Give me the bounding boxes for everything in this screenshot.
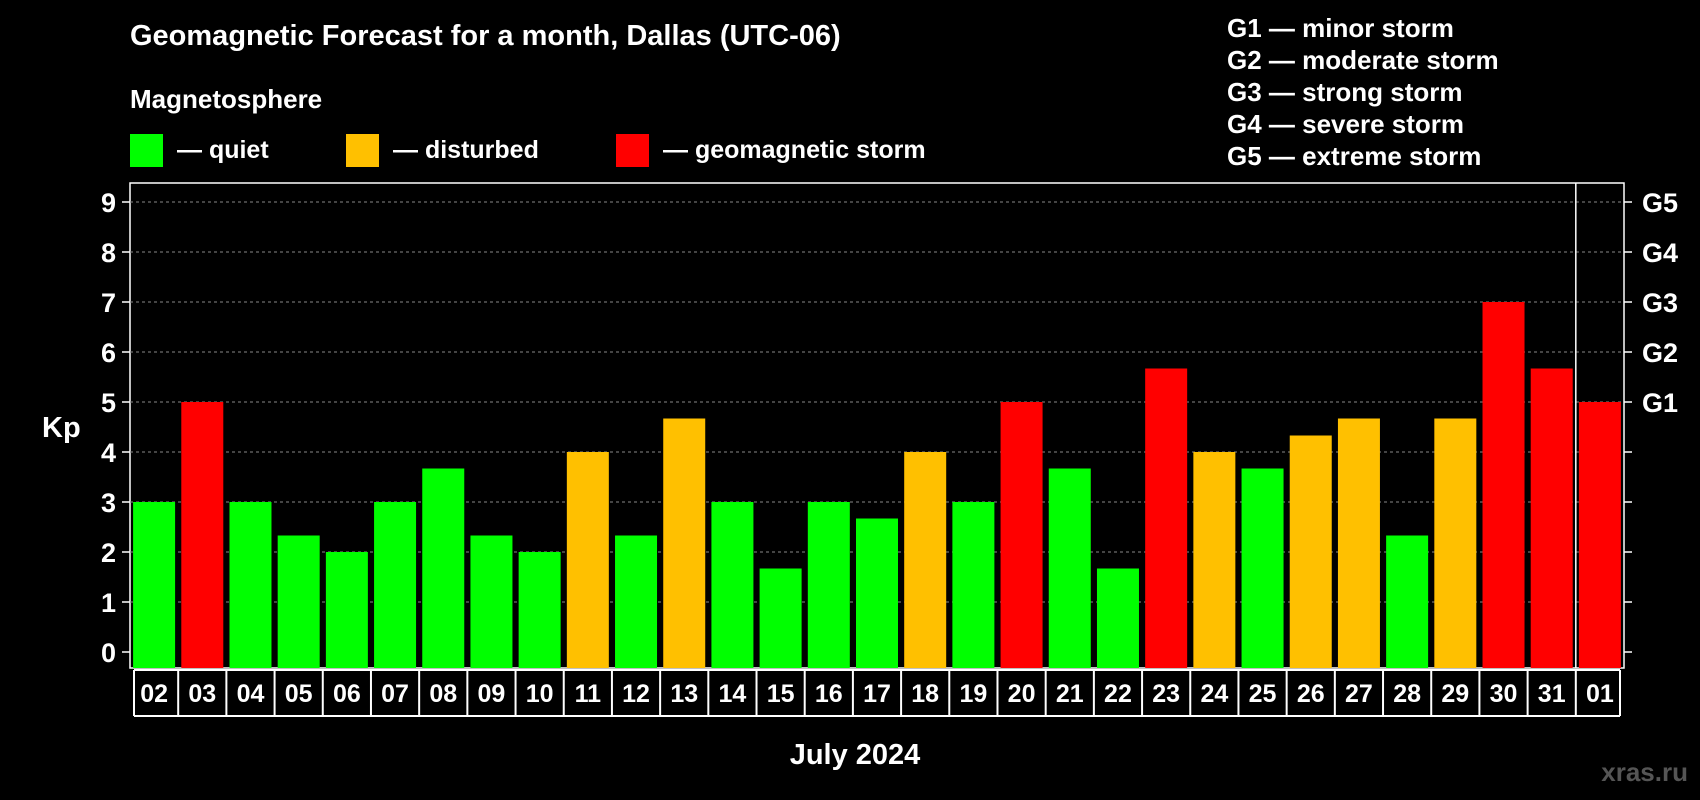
g-scale-label: G5 [1642, 188, 1678, 218]
watermark: xras.ru [1601, 757, 1688, 787]
y-tick-label: 1 [101, 588, 116, 618]
legend-label-quiet: — quiet [177, 135, 269, 164]
g-scale-label: G4 [1642, 238, 1678, 268]
category-label: 20 [1008, 680, 1036, 708]
y-tick-label: 4 [101, 438, 116, 468]
bar [807, 502, 850, 668]
g-scale-label: G1 [1642, 388, 1678, 418]
y-tick-label: 5 [101, 388, 116, 418]
bar [374, 502, 417, 668]
legend-swatch-disturbed [346, 133, 379, 167]
g-legend-item: G4 — severe storm [1227, 109, 1465, 139]
bar [1482, 302, 1525, 668]
category-label: 29 [1441, 680, 1469, 708]
bar [759, 568, 802, 668]
bar [1048, 468, 1091, 668]
category-label: 07 [381, 680, 409, 708]
y-axis-label: Kp [42, 412, 81, 444]
category-label: 28 [1393, 680, 1421, 708]
bar [1578, 402, 1621, 668]
bar [856, 518, 898, 668]
g-legend-item: G1 — minor storm [1227, 13, 1454, 43]
g-scale-label: G2 [1642, 338, 1678, 368]
g-legend-item: G3 — strong storm [1227, 77, 1463, 107]
bar [904, 452, 947, 668]
category-label: 10 [526, 680, 554, 708]
legend-label-disturbed: — disturbed [393, 135, 539, 164]
bar [133, 502, 176, 668]
y-tick-label: 3 [101, 488, 116, 518]
y-tick-label: 7 [101, 288, 116, 318]
category-label: 09 [478, 680, 506, 708]
category-label: 24 [1200, 680, 1228, 708]
bar [1193, 452, 1236, 668]
category-label: 13 [670, 680, 698, 708]
bar [1096, 568, 1139, 668]
y-tick-label: 2 [101, 538, 116, 568]
category-label: 27 [1345, 680, 1373, 708]
legend-swatch-quiet [130, 133, 163, 167]
y-tick-label: 0 [101, 638, 116, 668]
category-label: 08 [429, 680, 457, 708]
legend-heading: Magnetosphere [130, 84, 323, 114]
bar [277, 535, 320, 668]
bar [566, 452, 609, 668]
bar [1000, 402, 1043, 668]
bar [1434, 418, 1477, 668]
bar [663, 418, 706, 668]
g-legend-item: G2 — moderate storm [1227, 45, 1499, 75]
x-axis-label: July 2024 [790, 739, 921, 771]
legend-item-quiet: — quiet [130, 133, 269, 167]
category-label: 02 [140, 680, 168, 708]
bar [518, 552, 561, 668]
category-label: 21 [1056, 680, 1084, 708]
bar [1241, 468, 1284, 668]
category-label: 01 [1586, 680, 1614, 708]
category-label: 18 [911, 680, 939, 708]
category-label: 06 [333, 680, 361, 708]
g-scale-label: G3 [1642, 288, 1678, 318]
category-label: 30 [1490, 680, 1518, 708]
category-label: 19 [959, 680, 987, 708]
category-label: 05 [285, 680, 313, 708]
y-tick-label: 6 [101, 338, 116, 368]
category-label: 14 [719, 680, 747, 708]
category-label: 31 [1538, 680, 1566, 708]
g-legend-item: G5 — extreme storm [1227, 141, 1482, 171]
category-label: 15 [767, 680, 795, 708]
legend-item-storm: — geomagnetic storm [616, 133, 926, 167]
bar [1337, 418, 1380, 668]
category-label: 22 [1104, 680, 1132, 708]
category-label: 03 [188, 680, 216, 708]
bar [229, 502, 272, 668]
category-label: 12 [622, 680, 650, 708]
category-label: 25 [1249, 680, 1277, 708]
category-label: 04 [237, 680, 265, 708]
bar [711, 502, 754, 668]
legend-item-disturbed: — disturbed [346, 133, 539, 167]
bar [422, 468, 465, 668]
bar [470, 535, 513, 668]
g-scale-legend: G1 — minor storm G2 — moderate storm G3 … [1227, 12, 1499, 172]
category-label: 26 [1297, 680, 1325, 708]
chart-title: Geomagnetic Forecast for a month, Dallas… [130, 20, 841, 52]
bar [1145, 368, 1188, 668]
bar [181, 402, 224, 668]
legend-swatch-storm [616, 133, 649, 167]
y-tick-label: 8 [101, 238, 116, 268]
bar [1386, 535, 1429, 668]
bar [615, 535, 658, 668]
bar [325, 552, 368, 668]
bar [952, 502, 995, 668]
legend-label-storm: — geomagnetic storm [663, 135, 926, 164]
category-label: 17 [863, 680, 891, 708]
bar [1289, 435, 1332, 668]
bar [1530, 368, 1573, 668]
category-label: 11 [575, 680, 602, 708]
category-label: 16 [815, 680, 843, 708]
y-tick-label: 9 [101, 188, 116, 218]
category-label: 23 [1152, 680, 1180, 708]
